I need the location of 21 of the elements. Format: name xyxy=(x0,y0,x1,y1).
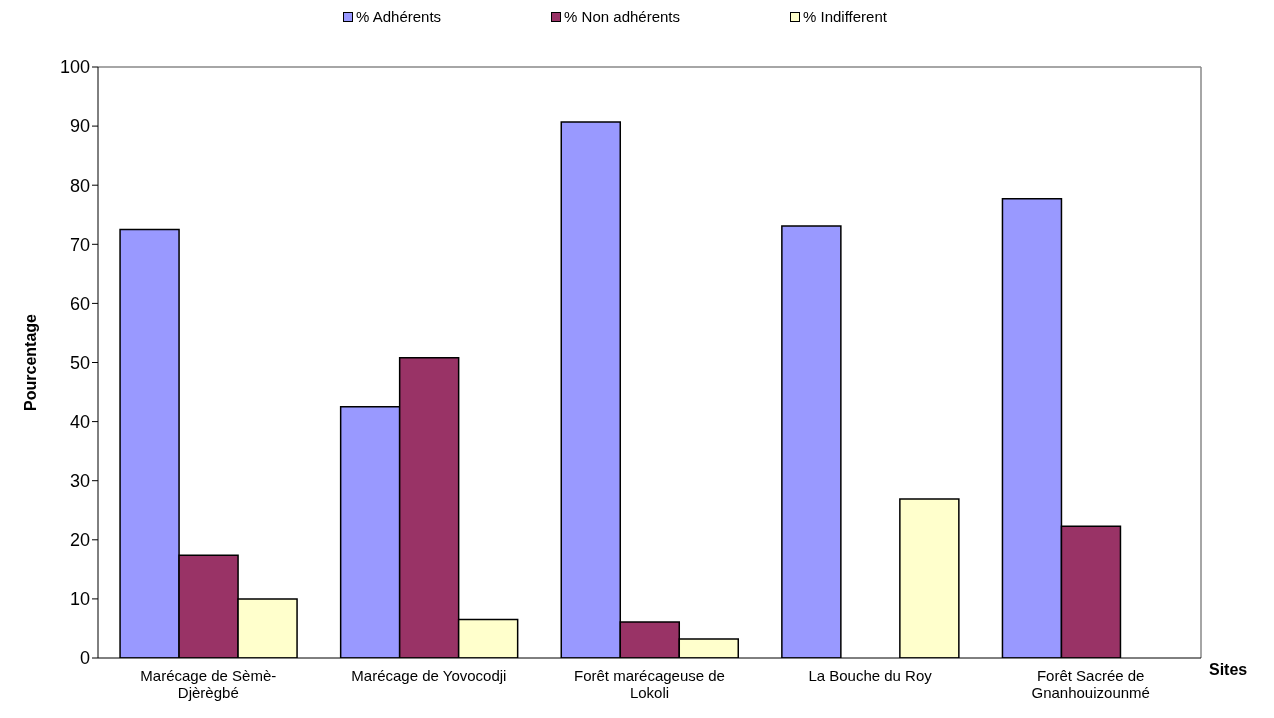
y-tick-label: 80 xyxy=(69,175,90,196)
legend-label: % Indifferent xyxy=(802,8,887,25)
x-axis-title: Sites xyxy=(1209,660,1248,678)
legend-label: % Adhérents xyxy=(355,8,442,25)
x-tick-label: Marécage de Sèmè-Djèrègbé xyxy=(140,667,277,701)
x-tick-label: La Bouche du Roy xyxy=(808,667,933,684)
y-tick-label: 20 xyxy=(69,530,90,551)
y-tick-label: 0 xyxy=(79,648,90,669)
y-tick-label: 10 xyxy=(69,589,90,610)
y-tick-label: 60 xyxy=(69,293,90,314)
y-tick-label: 40 xyxy=(69,411,90,432)
y-tick-label: 100 xyxy=(59,57,90,78)
y-tick-label: 50 xyxy=(69,352,90,373)
y-tick-label: 30 xyxy=(69,471,90,492)
x-tick-label: Forêt marécageuse de Lokoli xyxy=(574,667,725,701)
y-tick-label: 70 xyxy=(69,234,90,255)
x-tick-label: Marécage de Yovocodji xyxy=(351,667,507,684)
x-tick-label: Forêt Sacrée de Gnanhouizounmé xyxy=(1031,667,1150,701)
y-axis-title: Pourcentage xyxy=(21,313,39,411)
legend-label: % Non adhérents xyxy=(563,8,680,25)
y-tick-label: 90 xyxy=(69,116,90,137)
